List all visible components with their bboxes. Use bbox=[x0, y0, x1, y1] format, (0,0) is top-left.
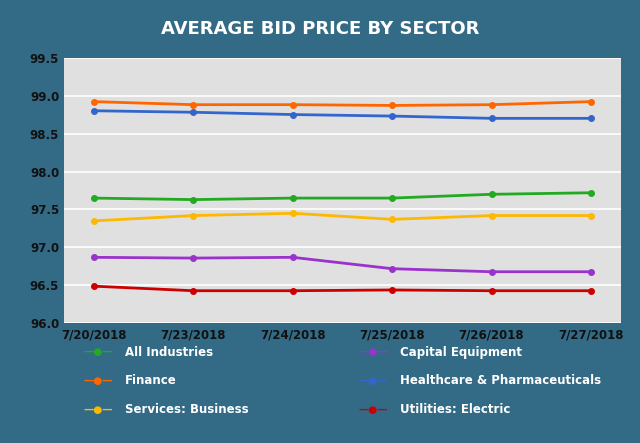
Text: AVERAGE BID PRICE BY SECTOR: AVERAGE BID PRICE BY SECTOR bbox=[161, 20, 479, 38]
Services: Business: (3, 97.4): Business: (3, 97.4) bbox=[388, 217, 396, 222]
All Industries bbox=[488, 192, 495, 197]
All Industries bbox=[587, 190, 595, 195]
All Industries bbox=[189, 197, 197, 202]
Healthcare & Pharmaceuticals bbox=[488, 116, 495, 121]
Healthcare & Pharmaceuticals bbox=[388, 113, 396, 119]
Utilities: Electric: (0, 96.5): Electric: (0, 96.5) bbox=[90, 284, 98, 289]
Services: Business: (5, 97.4): Business: (5, 97.4) bbox=[587, 213, 595, 218]
Finance bbox=[488, 102, 495, 107]
Text: —●—: —●— bbox=[83, 347, 113, 357]
Line: Healthcare & Pharmaceuticals: Healthcare & Pharmaceuticals bbox=[91, 108, 594, 121]
All Industries bbox=[289, 195, 296, 201]
Text: Services: Business: Services: Business bbox=[125, 403, 248, 416]
Line: Capital Equipment: Capital Equipment bbox=[91, 255, 594, 275]
Text: Finance: Finance bbox=[125, 374, 177, 388]
Capital Equipment bbox=[90, 255, 98, 260]
All Industries bbox=[90, 195, 98, 201]
Utilities: Electric: (1, 96.4): Electric: (1, 96.4) bbox=[189, 288, 197, 293]
Finance bbox=[189, 102, 197, 107]
Text: Capital Equipment: Capital Equipment bbox=[400, 346, 522, 359]
Capital Equipment bbox=[488, 269, 495, 274]
Utilities: Electric: (3, 96.4): Electric: (3, 96.4) bbox=[388, 288, 396, 293]
Services: Business: (1, 97.4): Business: (1, 97.4) bbox=[189, 213, 197, 218]
Text: —●—: —●— bbox=[83, 376, 113, 386]
Line: Finance: Finance bbox=[91, 99, 594, 108]
Capital Equipment bbox=[289, 255, 296, 260]
Services: Business: (2, 97.5): Business: (2, 97.5) bbox=[289, 210, 296, 216]
Line: Utilities: Electric: Utilities: Electric bbox=[91, 284, 594, 294]
Text: —●—: —●— bbox=[83, 405, 113, 415]
Utilities: Electric: (5, 96.4): Electric: (5, 96.4) bbox=[587, 288, 595, 293]
Healthcare & Pharmaceuticals bbox=[587, 116, 595, 121]
Finance bbox=[289, 102, 296, 107]
Text: All Industries: All Industries bbox=[125, 346, 213, 359]
Line: All Industries: All Industries bbox=[91, 190, 594, 202]
Finance bbox=[388, 103, 396, 108]
Finance bbox=[90, 99, 98, 104]
Healthcare & Pharmaceuticals bbox=[289, 112, 296, 117]
Healthcare & Pharmaceuticals bbox=[90, 108, 98, 113]
Utilities: Electric: (4, 96.4): Electric: (4, 96.4) bbox=[488, 288, 495, 293]
Line: Services: Business: Services: Business bbox=[91, 210, 594, 224]
Text: —●—: —●— bbox=[358, 347, 388, 357]
Text: —●—: —●— bbox=[358, 405, 388, 415]
Text: Utilities: Electric: Utilities: Electric bbox=[400, 403, 510, 416]
Capital Equipment bbox=[388, 266, 396, 272]
Utilities: Electric: (2, 96.4): Electric: (2, 96.4) bbox=[289, 288, 296, 293]
Text: —●—: —●— bbox=[358, 376, 388, 386]
Services: Business: (0, 97.3): Business: (0, 97.3) bbox=[90, 218, 98, 224]
Services: Business: (4, 97.4): Business: (4, 97.4) bbox=[488, 213, 495, 218]
Healthcare & Pharmaceuticals bbox=[189, 109, 197, 115]
Capital Equipment bbox=[587, 269, 595, 274]
Finance bbox=[587, 99, 595, 104]
Text: Healthcare & Pharmaceuticals: Healthcare & Pharmaceuticals bbox=[400, 374, 601, 388]
Capital Equipment bbox=[189, 256, 197, 261]
All Industries bbox=[388, 195, 396, 201]
